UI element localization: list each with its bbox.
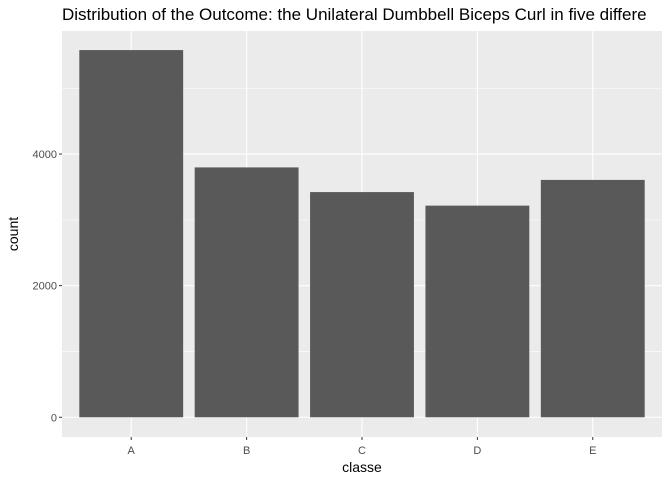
y-tick-label: 4000 bbox=[33, 149, 57, 161]
y-axis-title: count bbox=[5, 217, 21, 251]
y-tick-label: 2000 bbox=[33, 281, 57, 293]
x-tick-label: E bbox=[589, 445, 596, 457]
chart-title: Distribution of the Outcome: the Unilate… bbox=[62, 5, 647, 24]
x-axis-title: classe bbox=[342, 459, 382, 475]
x-tick-label: B bbox=[243, 445, 250, 457]
bar-a bbox=[79, 50, 184, 418]
y-tick-label: 0 bbox=[51, 412, 57, 424]
bars bbox=[79, 50, 645, 418]
bar-e bbox=[540, 179, 645, 418]
x-tick-label: D bbox=[473, 445, 481, 457]
bar-c bbox=[310, 192, 414, 418]
bar-d bbox=[425, 205, 530, 418]
x-tick-label: C bbox=[358, 445, 366, 457]
bar-b bbox=[194, 167, 299, 418]
x-tick-label: A bbox=[128, 445, 136, 457]
y-axis-ticks: 0 2000 4000 bbox=[33, 149, 62, 424]
x-axis-ticks: A B C D E bbox=[128, 437, 596, 457]
